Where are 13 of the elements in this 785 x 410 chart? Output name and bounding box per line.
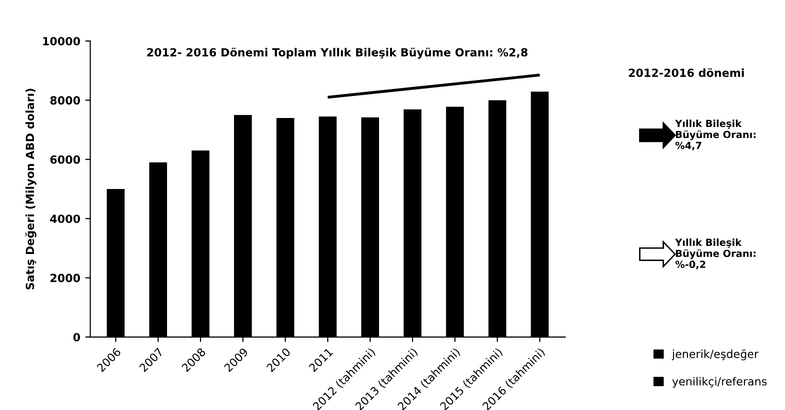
y-tick-label: 0 bbox=[73, 332, 80, 342]
legend-label: jenerik/eşdeğer bbox=[672, 349, 759, 360]
y-tick-label: 2000 bbox=[50, 274, 80, 282]
y-tick-label: 8000 bbox=[50, 96, 80, 105]
text: Yıllık Bileşik Büyüme Oranı: %4,7 bbox=[675, 120, 756, 150]
text: 2012-2016 dönemi bbox=[628, 68, 744, 78]
y-tick-label: 6000 bbox=[50, 155, 80, 164]
legend-label: yenilikçi/referans bbox=[672, 376, 767, 388]
text: Yıllık Bileşik Büyüme Oranı: %-0,2 bbox=[675, 238, 756, 270]
text: 2012- 2016 Dönemi Toplam Yıllık Bileşik Büyüme Oranı: %2,8 bbox=[147, 48, 528, 59]
y-tick-label: 4000 bbox=[50, 214, 80, 223]
y-tick-label: 10000 bbox=[43, 36, 80, 46]
y-axis-title: Satış Değeri (Milyon ABD doları) bbox=[25, 88, 36, 290]
